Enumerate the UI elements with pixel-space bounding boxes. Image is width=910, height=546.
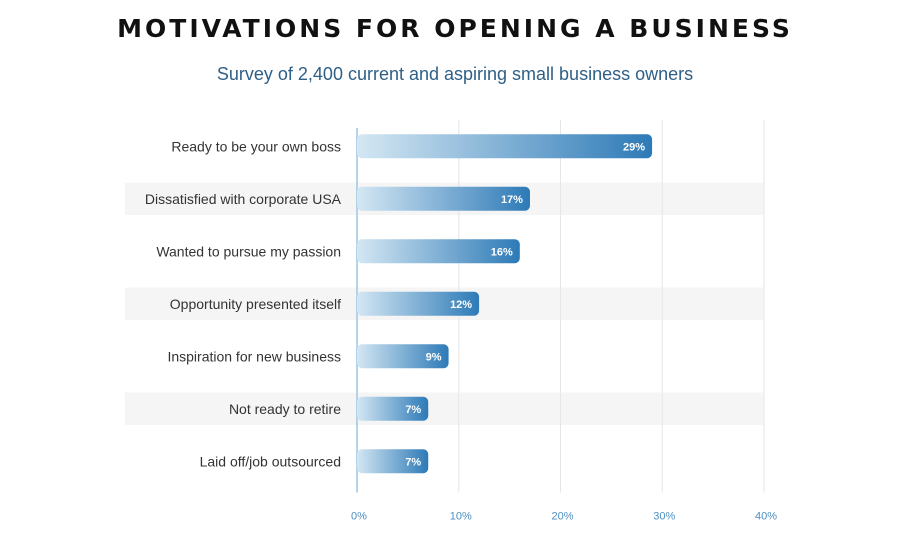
bar: [357, 291, 480, 316]
bar-value-label: 16%: [491, 246, 513, 258]
bar-value-label: 9%: [426, 351, 442, 363]
x-tick-label: 10%: [450, 511, 472, 523]
bar: [357, 186, 530, 211]
row-band: [125, 392, 764, 425]
category-label: Ready to be your own boss: [171, 138, 341, 154]
bar: [357, 134, 653, 159]
bar: [357, 239, 520, 264]
x-tick-label: 40%: [755, 511, 777, 523]
category-label: Inspiration for new business: [167, 348, 341, 364]
bar: [357, 396, 429, 421]
category-label: Wanted to pursue my passion: [156, 243, 341, 259]
x-tick-label: 0%: [351, 511, 367, 523]
bar: [357, 344, 449, 369]
bar-value-label: 17%: [501, 194, 523, 206]
bar-value-label: 29%: [623, 141, 645, 153]
bar: [357, 449, 429, 474]
chart-subtitle: Survey of 2,400 current and aspiring sma…: [216, 64, 694, 84]
category-label: Dissatisfied with corporate USA: [145, 191, 342, 207]
chart-title: MOTIVATIONS FOR OPENING A BUSINESS: [117, 14, 793, 43]
x-tick-label: 20%: [551, 511, 573, 523]
bar-value-label: 12%: [450, 299, 472, 311]
category-label: Opportunity presented itself: [170, 296, 341, 312]
category-label: Laid off/job outsourced: [200, 453, 341, 469]
bar-value-label: 7%: [405, 456, 421, 468]
category-label: Not ready to retire: [229, 401, 341, 417]
x-tick-label: 30%: [653, 511, 675, 523]
bar-value-label: 7%: [405, 404, 421, 416]
